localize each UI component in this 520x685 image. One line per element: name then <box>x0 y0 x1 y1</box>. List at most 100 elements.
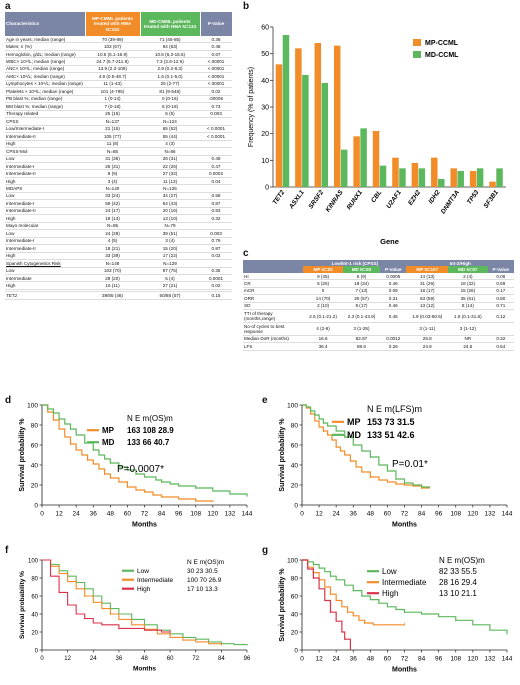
km-curve-high <box>302 559 352 650</box>
y-tick-label: 60 <box>291 443 299 450</box>
x-tick-label: TET2 <box>271 189 286 206</box>
legend-header: N E m(LFS)m <box>367 404 422 414</box>
table-cell: 33 (39) <box>85 252 140 261</box>
table-cell: 0.36 <box>200 36 232 44</box>
legend-stats: 17 10 13.3 <box>187 586 218 593</box>
y-tick-label: 100 <box>287 403 298 410</box>
y-tick-label: 50 <box>261 51 269 58</box>
x-tick-label: 84 <box>418 511 426 518</box>
table-cell: 105 (77) <box>85 132 140 141</box>
x-tick-label: 72 <box>141 511 149 518</box>
legend-label: MD-CCML <box>425 52 459 59</box>
table-cell: 0.35 <box>200 267 232 276</box>
table-cell: 16.6 <box>303 335 343 344</box>
x-tick-label: CBL <box>370 189 383 204</box>
bar-mp-ccml-asxl1 <box>295 48 302 188</box>
x-tick-label: RUNX1 <box>346 189 365 211</box>
table-cell: 7.3 (2.6-12.6) <box>140 57 200 66</box>
table-cell: 81 (9-548) <box>140 87 200 96</box>
table-cell: 26 (31) <box>85 162 140 171</box>
table-cell: 16 (11) <box>85 281 140 290</box>
row-label: Low/Intermediate-I <box>5 125 85 134</box>
table-cell: 5 (25) <box>303 279 343 288</box>
table-row: AMC× 10⁹/L; median (range) 4.9 (0.5-48.7)… <box>5 72 232 81</box>
x-tick-label: SF3B1 <box>483 189 501 210</box>
table-row: CPSS N=137 N=124 <box>5 117 232 126</box>
x-tick-label: 144 <box>502 656 513 663</box>
table-row: High 19 (14) 13 (10) 0.32 <box>5 214 232 223</box>
x-tick-label: 24 <box>90 656 97 662</box>
y-tick-label: 20 <box>261 131 269 138</box>
table-cell: 0.49 <box>200 155 232 164</box>
legend-label: MD <box>347 430 361 440</box>
table-cell: < 0.0001 <box>200 132 232 141</box>
table-cell: 15 (26) <box>448 287 488 296</box>
table-cell: 18 (32) <box>448 279 488 288</box>
table-cell: 0.0002 <box>200 169 232 178</box>
x-tick-label: 108 <box>450 511 461 518</box>
table-cell: 0.69 <box>487 279 514 288</box>
header-characteristics: Characteristics <box>5 12 86 36</box>
x-tick-label: 84 <box>418 656 426 663</box>
panel-letter-b: b <box>243 1 250 12</box>
table-cell: 15 (20) <box>140 244 200 253</box>
table-cell <box>200 289 232 293</box>
table-cell: 5 (9) <box>342 272 381 281</box>
table-cell <box>140 289 200 293</box>
response-subheader-blank <box>243 266 304 273</box>
x-tick-label: SRSF2 <box>307 189 325 210</box>
x-axis-title: Months <box>392 667 417 674</box>
header-p-value: P-Value <box>200 12 233 36</box>
table-row <box>5 289 232 293</box>
mutation-frequency-bar-chart: 0 10 20 30 40 50 60 TET2 ASXL1 SRSF2 KINRAS RUNX1 CB… <box>248 25 506 246</box>
row-label: High <box>5 252 85 261</box>
x-tick-label: 24 <box>333 656 341 663</box>
table-cell: 0.54 <box>487 342 514 351</box>
table-cell <box>487 322 514 336</box>
y-axis-title: Survival probability % <box>279 568 286 642</box>
table-cell: 11 (13) <box>140 177 200 186</box>
table-cell: 103 (67) <box>85 42 140 51</box>
table-cell: 2.9 (0.2-8.3) <box>140 65 200 74</box>
x-tick-label: 36 <box>90 511 98 518</box>
table-cell: 71 (45-85) <box>140 36 200 44</box>
table-cell: 24 (17) <box>85 207 140 216</box>
table-cell: 34 (27) <box>140 192 200 201</box>
x-tick-label: 24 <box>333 511 341 518</box>
table-cell: 1.6 (0.1-31.8) <box>448 309 488 324</box>
y-tick-label: 60 <box>31 595 38 601</box>
row-label: Low <box>5 229 85 238</box>
table-row: Low/Intermediate-I 21 (15) 65 (52) < 0.0001 <box>5 125 232 134</box>
km-plot-f: 0 20 40 60 80 100 0 12 24 36 48 60 72 84 96 Months Survi… <box>19 559 251 673</box>
row-label: PB blast %; median (range) <box>5 95 85 104</box>
table-cell: 0.80 <box>487 294 514 303</box>
x-tick-label: 72 <box>401 511 409 518</box>
y-tick-label: 10 <box>261 158 269 165</box>
legend-label: Intermediate <box>382 578 427 587</box>
table-cell: 39/85 (46) <box>85 291 140 300</box>
table-cell: 24.5 <box>448 342 488 351</box>
table-row: Age in years; median (range) 70 (39-89) 71… <box>5 36 232 44</box>
table-row: High 3 (4) 11 (13) 0.04 <box>5 177 232 186</box>
table-cell: 0.17 <box>487 287 514 296</box>
y-tick-label: 0 <box>35 649 39 655</box>
table-cell: 0.73 <box>200 102 232 111</box>
table-row: High 33 (39) 17 (22) 0.02 <box>5 252 232 261</box>
x-tick-label: 0 <box>300 511 304 518</box>
x-tick-label: 12 <box>315 511 323 518</box>
x-tick-label: 60 <box>167 656 174 662</box>
table-row: Lymphocytes × 10⁹/L; median (range) 11 (1… <box>5 80 232 89</box>
table-cell: 1 (0-14) <box>85 95 140 104</box>
table-cell: 0.02 <box>200 87 232 96</box>
table-row: WBC× 10⁹/L; median (range) 24.7 (6.7-211.… <box>5 57 232 66</box>
legend-label: Low <box>137 568 149 575</box>
table-cell: 13.9 (2.3-108) <box>85 65 140 74</box>
table-cell: 1.9 (0.03-60.5) <box>406 309 449 324</box>
table-cell: 0.09 <box>380 287 407 296</box>
y-tick-label: 80 <box>291 423 299 430</box>
table-cell: 0.46 <box>380 279 407 288</box>
bar-md-ccml-tet2 <box>282 35 290 187</box>
km-curve-high <box>42 559 171 633</box>
x-tick-label: 120 <box>467 511 478 518</box>
x-tick-label: EZH2 <box>407 189 422 207</box>
